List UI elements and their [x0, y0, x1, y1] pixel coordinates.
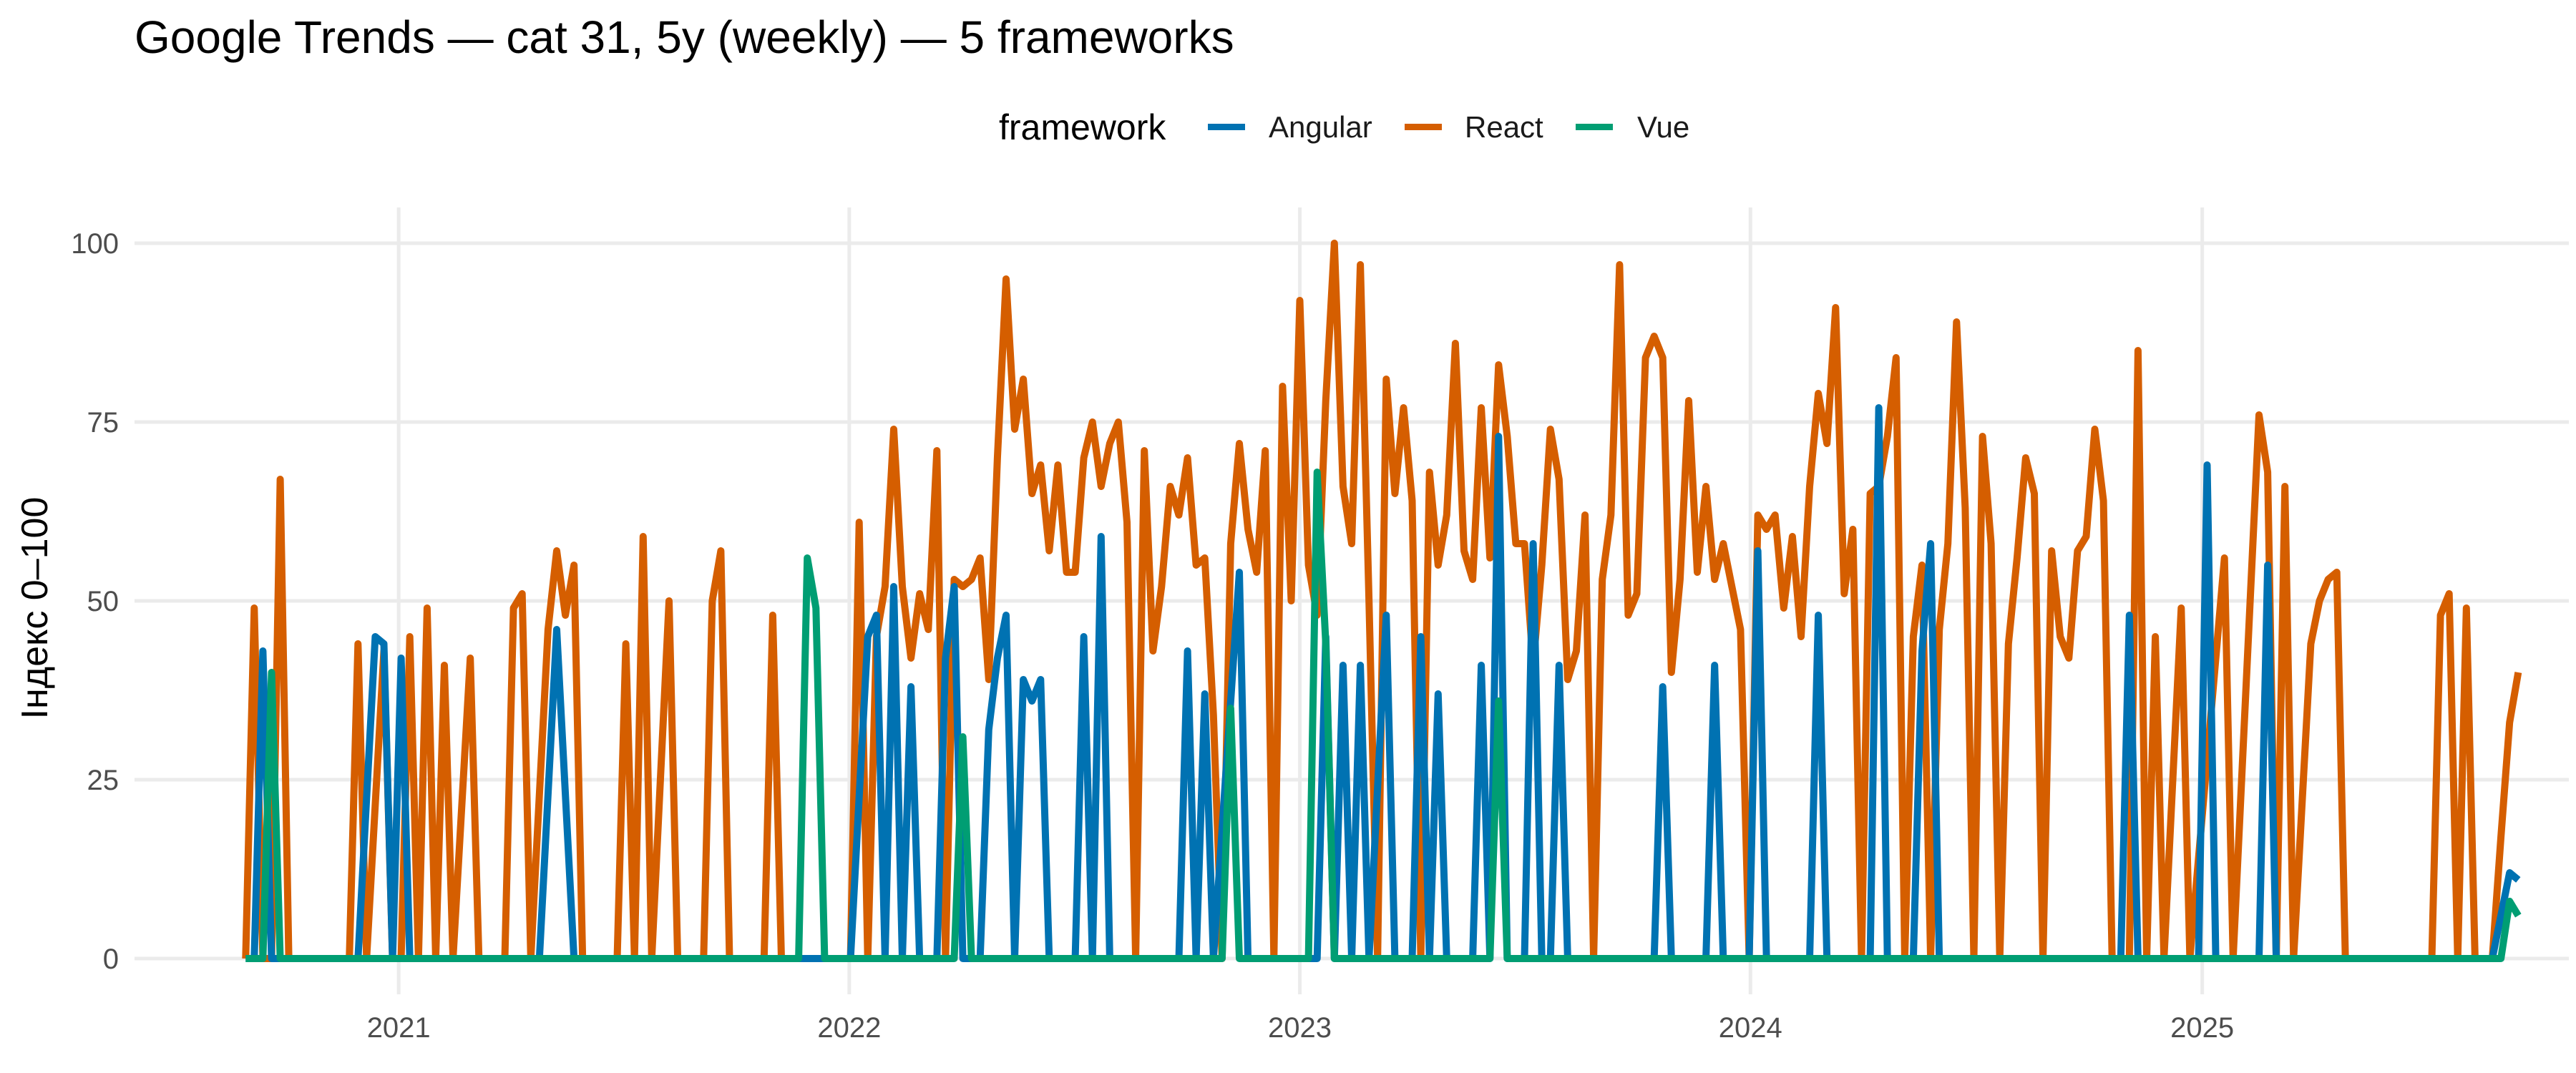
legend-label-react: React	[1465, 110, 1543, 144]
legend-label-vue: Vue	[1637, 110, 1689, 144]
x-tick-labels: 2021 2022 2023 2024 2025	[367, 1012, 2234, 1044]
y-tick-label: 50	[87, 586, 119, 617]
legend-item-vue: Vue	[1576, 110, 1689, 144]
y-tick-labels: 0 25 50 75 100	[71, 228, 119, 975]
legend-title: framework	[999, 107, 1166, 147]
legend-key-vue	[1576, 124, 1613, 130]
legend: framework Angular React Vue	[999, 107, 1689, 147]
x-tick-label: 2025	[2170, 1012, 2234, 1044]
x-tick-label: 2024	[1719, 1012, 1782, 1044]
y-tick-label: 100	[71, 228, 119, 260]
series-layer	[242, 240, 2522, 962]
legend-item-angular: Angular	[1208, 110, 1372, 144]
legend-item-react: React	[1405, 110, 1543, 144]
y-tick-label: 75	[87, 407, 119, 438]
chart-title: Google Trends — cat 31, 5y (weekly) — 5 …	[135, 11, 1234, 63]
x-tick-label: 2023	[1268, 1012, 1332, 1044]
y-axis-title: Індекс 0–100	[14, 497, 56, 720]
x-tick-label: 2021	[367, 1012, 431, 1044]
y-tick-label: 25	[87, 765, 119, 796]
y-tick-label: 0	[103, 944, 119, 975]
legend-key-angular	[1208, 124, 1245, 130]
legend-key-react	[1405, 124, 1442, 130]
x-tick-label: 2022	[817, 1012, 881, 1044]
series-line-vue	[245, 469, 2522, 962]
legend-label-angular: Angular	[1269, 110, 1372, 144]
